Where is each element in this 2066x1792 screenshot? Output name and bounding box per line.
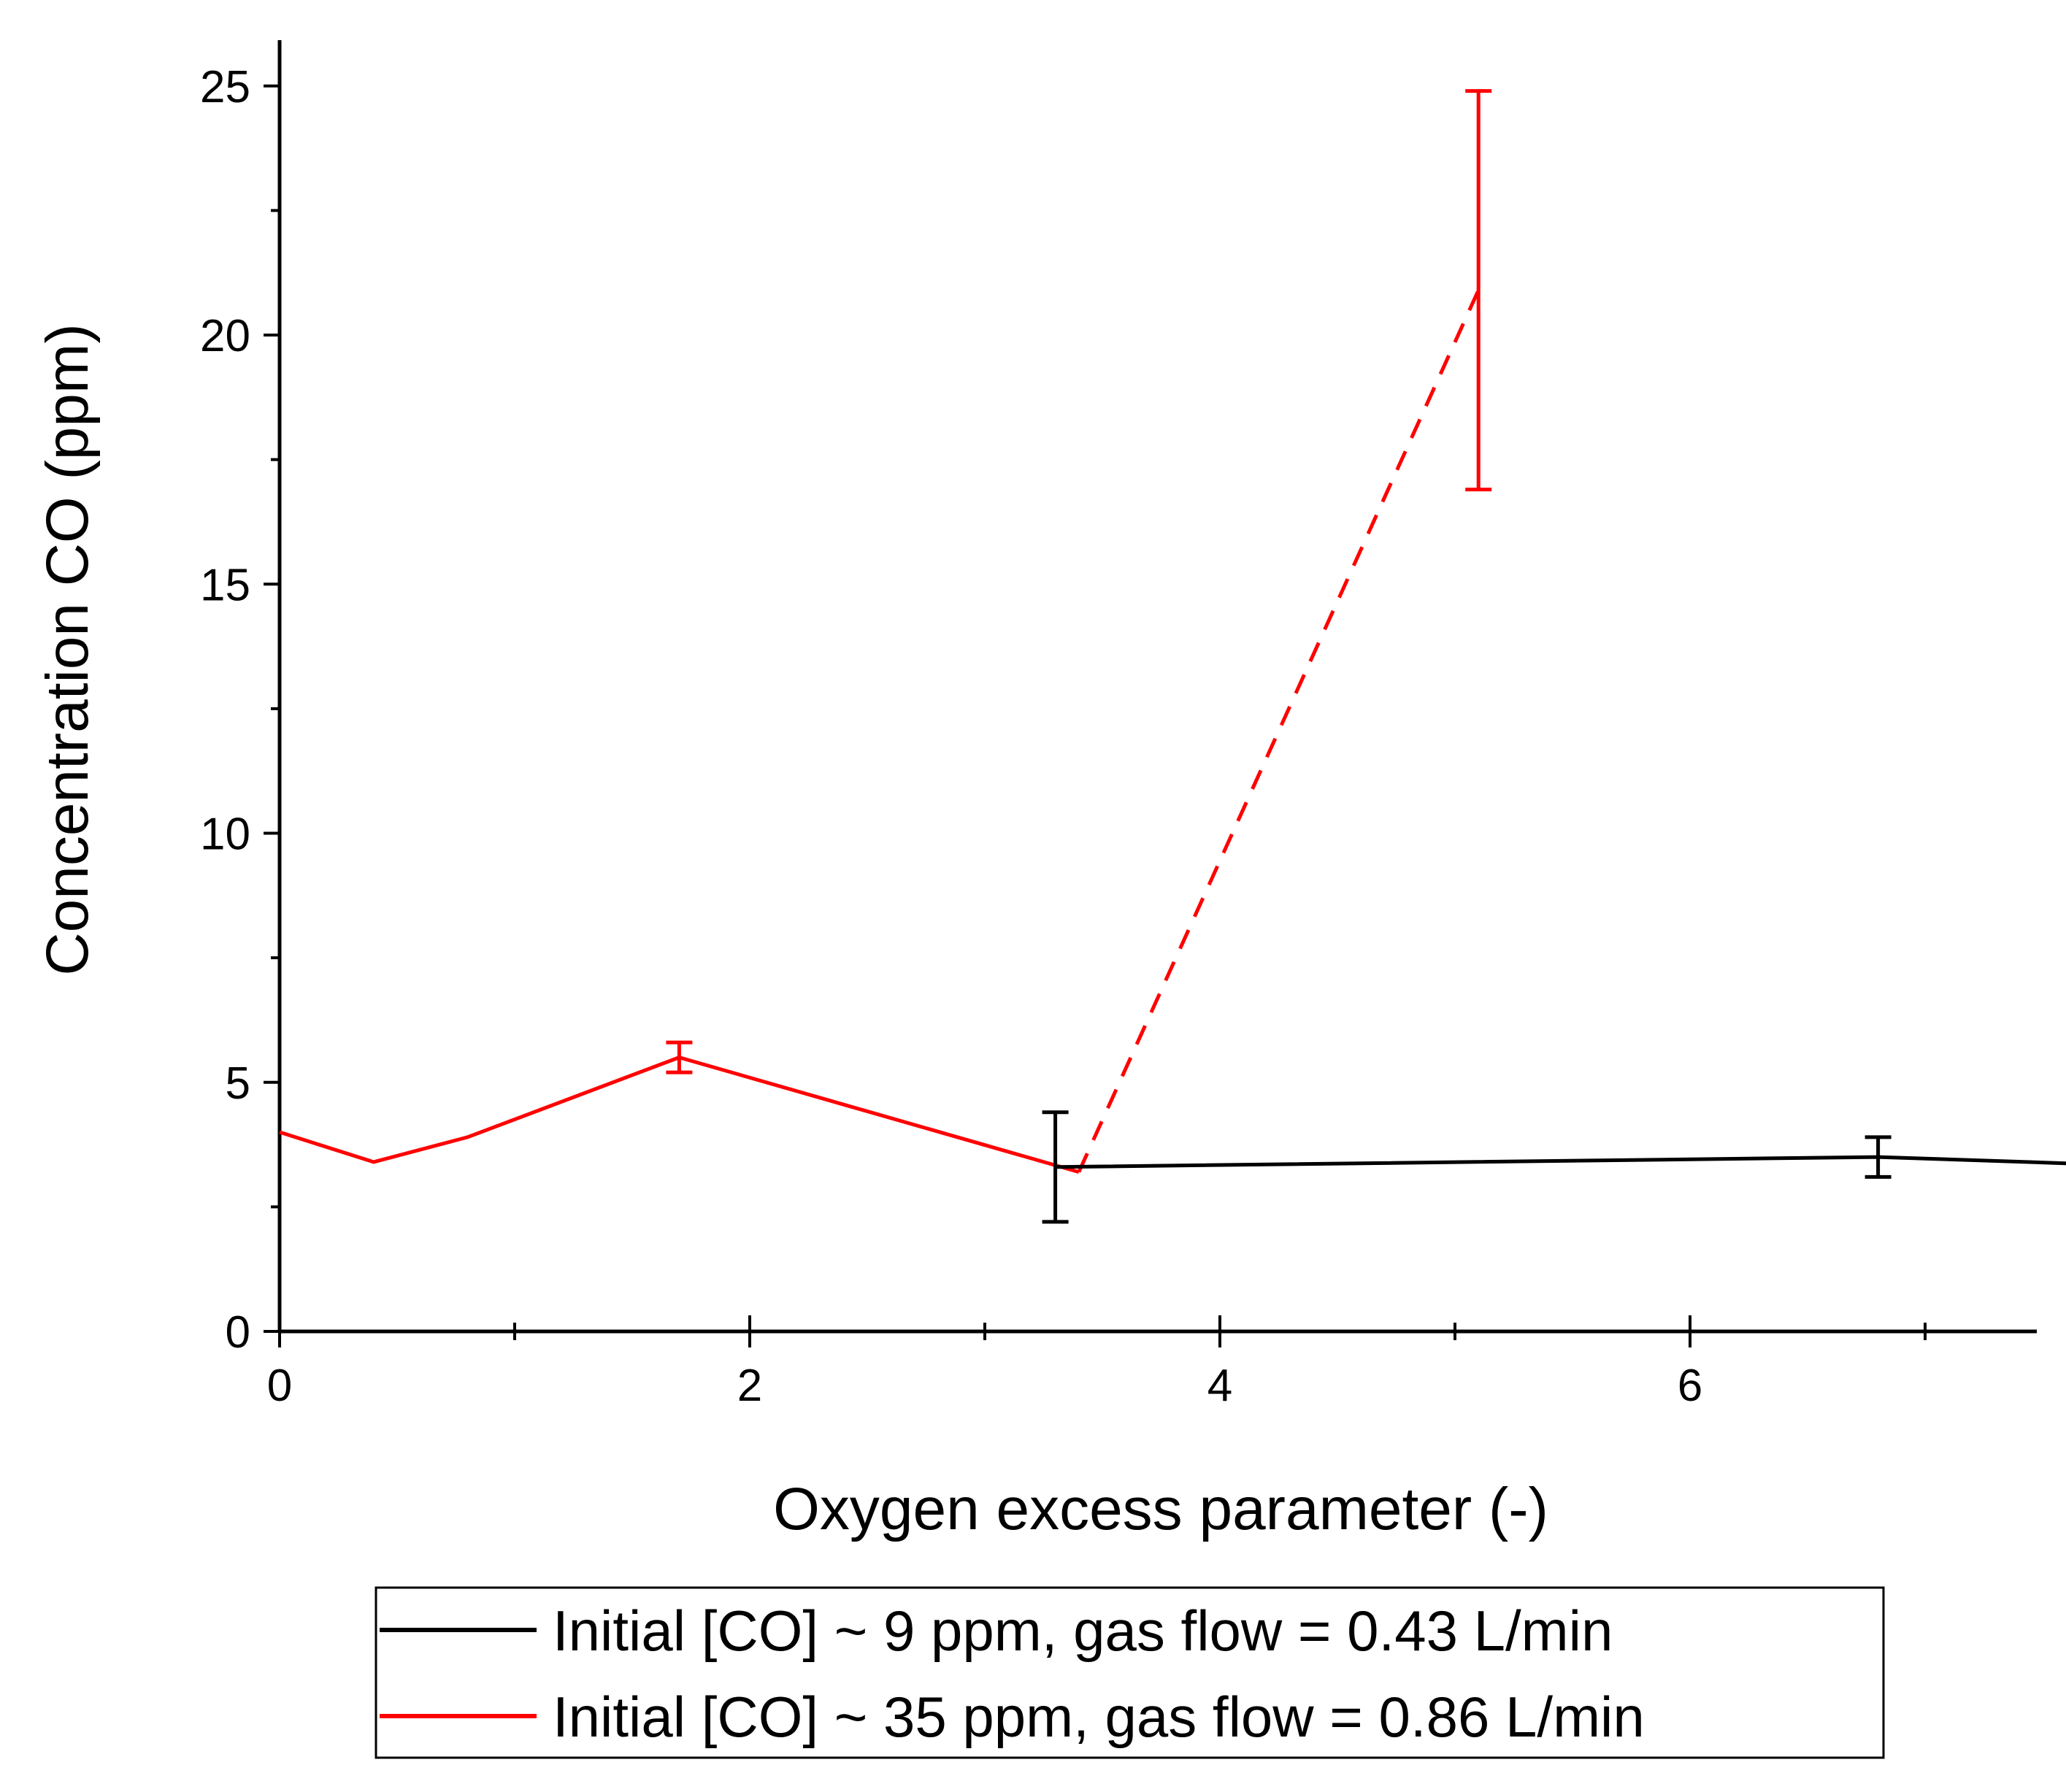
y-axis-ticks: 0 5 10 15 20 25 — [200, 62, 280, 1358]
y-tick-label: 20 — [200, 311, 250, 361]
x-axis-title: Oxygen excess parameter (-) — [773, 1476, 1548, 1542]
y-tick-label: 25 — [200, 62, 250, 112]
y-tick-label: 5 — [226, 1058, 250, 1109]
y-tick-label: 10 — [200, 810, 250, 860]
legend-label-black-series: Initial [CO] ~ 9 ppm, gas flow = 0.43 L/… — [553, 1599, 1613, 1663]
black-series — [1042, 1110, 2066, 1224]
y-axis-title: Concentration CO (ppm) — [34, 323, 101, 975]
y-tick-label: 0 — [226, 1307, 250, 1358]
x-tick-label: 2 — [737, 1361, 762, 1411]
x-tick-label: 4 — [1207, 1361, 1232, 1411]
red-series-dashed-line — [1077, 289, 1481, 1173]
legend-box — [375, 1586, 1885, 1759]
y-tick-label: 15 — [200, 560, 250, 610]
red-series-line — [279, 1055, 1080, 1174]
axes — [277, 40, 2037, 1334]
x-tick-label: 0 — [267, 1361, 292, 1411]
red-series — [279, 89, 1492, 1174]
legend-label-red-series: Initial [CO] ~ 35 ppm, gas flow = 0.86 L… — [553, 1685, 1645, 1749]
x-axis-ticks: 02468101214 — [267, 1315, 1927, 1411]
series-layer — [279, 89, 2066, 1224]
x-tick-label: 6 — [1678, 1361, 1702, 1411]
legend: Initial [CO] ~ 9 ppm, gas flow = 0.43 L/… — [375, 1586, 1885, 1759]
black-series-line — [1055, 1155, 2066, 1169]
